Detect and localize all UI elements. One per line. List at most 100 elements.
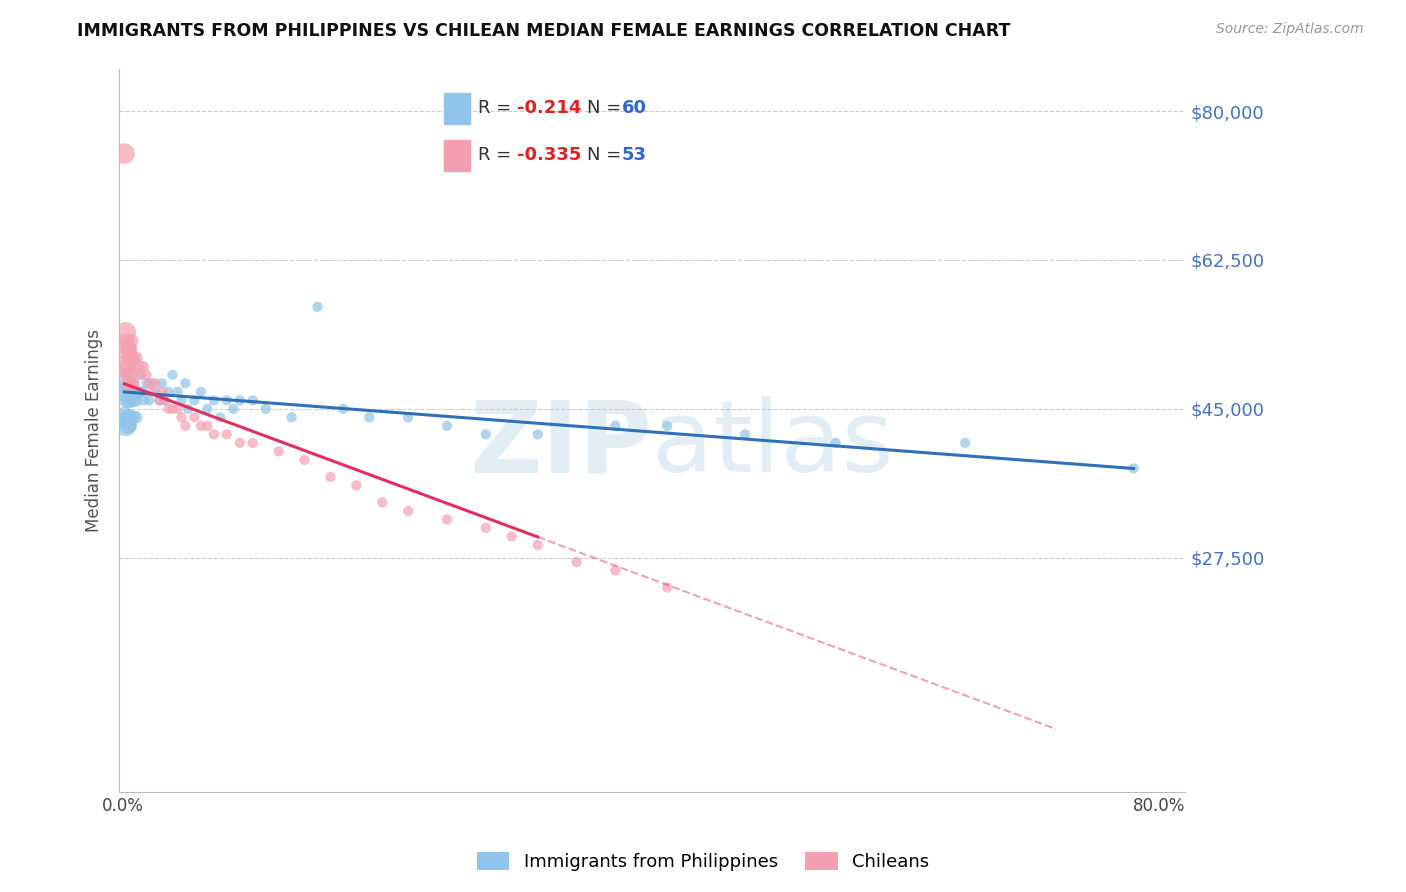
Point <box>117 368 139 382</box>
Point <box>267 444 290 458</box>
Point <box>120 343 142 357</box>
Point <box>166 401 188 416</box>
Point <box>229 435 252 450</box>
Point <box>122 393 145 408</box>
Point <box>371 495 394 509</box>
Point <box>114 410 136 425</box>
Point <box>294 453 316 467</box>
Point <box>148 393 170 408</box>
Point <box>174 376 197 391</box>
Point <box>135 368 157 382</box>
Point <box>114 146 136 161</box>
Point <box>125 393 148 408</box>
Point <box>122 376 145 391</box>
Point <box>170 393 193 408</box>
Point <box>129 368 152 382</box>
Point <box>132 393 155 408</box>
Point <box>183 410 205 425</box>
Point <box>118 351 141 365</box>
Point <box>215 427 238 442</box>
Point <box>307 300 329 314</box>
Point <box>128 384 150 399</box>
Point <box>150 376 173 391</box>
Point <box>114 376 136 391</box>
Point <box>229 393 252 408</box>
Point <box>118 376 141 391</box>
Point <box>148 393 170 408</box>
Point <box>115 410 138 425</box>
Legend: Immigrants from Philippines, Chileans: Immigrants from Philippines, Chileans <box>470 846 936 879</box>
Point <box>332 401 354 416</box>
Point <box>657 418 679 433</box>
Point <box>118 393 141 408</box>
Point <box>242 393 264 408</box>
Text: IMMIGRANTS FROM PHILIPPINES VS CHILEAN MEDIAN FEMALE EARNINGS CORRELATION CHART: IMMIGRANTS FROM PHILIPPINES VS CHILEAN M… <box>77 22 1011 40</box>
Point <box>526 427 548 442</box>
Point <box>280 410 302 425</box>
Point <box>222 401 245 416</box>
Point <box>122 410 145 425</box>
Point <box>115 393 138 408</box>
Point <box>436 418 458 433</box>
Point <box>190 384 212 399</box>
Point <box>344 478 367 492</box>
Point <box>150 384 173 399</box>
Point <box>121 334 143 348</box>
Point <box>162 368 184 382</box>
Point <box>145 376 167 391</box>
Point <box>153 393 176 408</box>
Point <box>120 418 142 433</box>
Text: ZIP: ZIP <box>470 396 652 493</box>
Text: Source: ZipAtlas.com: Source: ZipAtlas.com <box>1216 22 1364 37</box>
Point <box>121 384 143 399</box>
Point <box>157 401 180 416</box>
Point <box>177 401 200 416</box>
Point <box>114 384 136 399</box>
Point <box>824 435 846 450</box>
Point <box>475 427 498 442</box>
Point <box>115 359 138 374</box>
Point <box>254 401 277 416</box>
Point <box>734 427 756 442</box>
Point <box>953 435 976 450</box>
Point <box>114 325 136 339</box>
Point <box>141 384 163 399</box>
Point <box>128 359 150 374</box>
Point <box>657 581 679 595</box>
Point <box>396 504 419 518</box>
Point <box>132 359 155 374</box>
Point <box>319 470 342 484</box>
Point <box>138 376 160 391</box>
Point <box>215 393 238 408</box>
Point <box>475 521 498 535</box>
Point <box>170 410 193 425</box>
Point <box>190 418 212 433</box>
Point <box>174 418 197 433</box>
Point <box>117 418 139 433</box>
Point <box>125 410 148 425</box>
Point <box>141 376 163 391</box>
Point <box>135 376 157 391</box>
Point <box>114 343 136 357</box>
Point <box>115 334 138 348</box>
Point <box>121 376 143 391</box>
Point <box>1122 461 1144 475</box>
Point <box>117 384 139 399</box>
Point <box>120 376 142 391</box>
Point <box>195 401 218 416</box>
Point <box>359 410 381 425</box>
Point <box>125 351 148 365</box>
Point <box>565 555 588 569</box>
Point <box>605 418 627 433</box>
Point <box>605 564 627 578</box>
Point <box>129 368 152 382</box>
Point <box>145 384 167 399</box>
Point <box>195 418 218 433</box>
Point <box>436 512 458 526</box>
Point <box>209 410 232 425</box>
Y-axis label: Median Female Earnings: Median Female Earnings <box>86 328 103 532</box>
Point <box>166 384 188 399</box>
Point <box>124 384 146 399</box>
Point <box>114 418 136 433</box>
Point <box>122 351 145 365</box>
